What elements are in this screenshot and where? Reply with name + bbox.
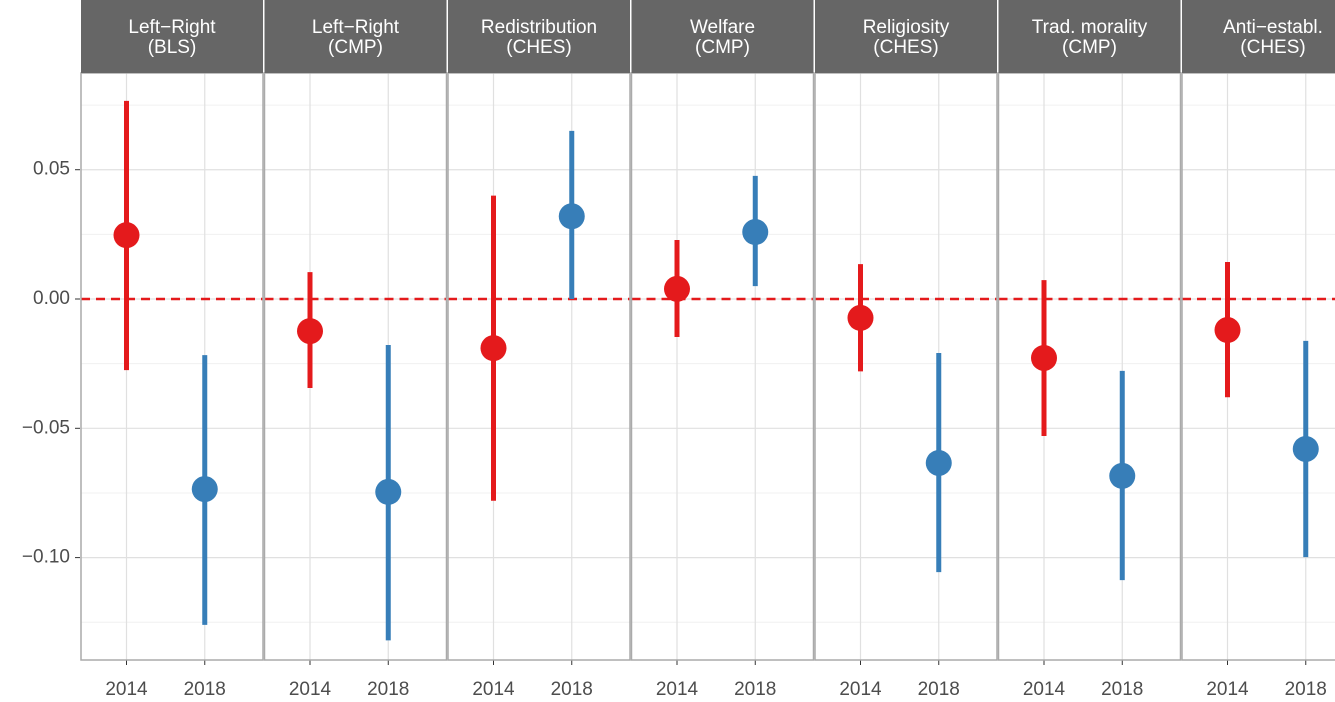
point (1214, 317, 1241, 344)
point (742, 219, 769, 246)
x-tick-label: 2018 (1285, 679, 1327, 700)
panel-background (264, 73, 447, 660)
point (375, 478, 402, 505)
strip-title: (CHES) (873, 37, 938, 58)
point (925, 449, 952, 476)
strip-title: (CMP) (328, 37, 383, 58)
x-tick-label: 2014 (1206, 679, 1249, 700)
x-tick-label: 2014 (289, 679, 332, 700)
panel-background (815, 73, 997, 660)
y-tick-label: 0.00 (33, 288, 70, 309)
x-tick-label: 2014 (472, 679, 515, 700)
strip (1182, 0, 1335, 73)
x-tick-label: 2014 (1023, 679, 1066, 700)
panel-background (1182, 73, 1335, 660)
strip-title: (BLS) (148, 37, 197, 58)
strip (264, 0, 447, 73)
panel-background (998, 73, 1181, 660)
strip-title: Anti−establ. (1223, 17, 1323, 38)
strip-title: Redistribution (481, 17, 597, 38)
strip (998, 0, 1181, 73)
strip-title: (CHES) (506, 37, 571, 58)
x-tick-label: 2018 (367, 679, 409, 700)
x-tick-label: 2018 (918, 679, 960, 700)
strip-title: (CMP) (1062, 37, 1117, 58)
point (1109, 462, 1136, 489)
panel-background (448, 73, 630, 660)
x-tick-label: 2014 (105, 679, 148, 700)
strip-title: Left−Right (128, 17, 216, 38)
point (558, 203, 585, 230)
point (664, 275, 690, 302)
x-tick-label: 2014 (656, 679, 699, 700)
strip (448, 0, 630, 73)
point (1292, 435, 1319, 462)
strip-title: (CHES) (1240, 37, 1305, 58)
x-tick-label: 2018 (551, 679, 593, 700)
panel-background (631, 73, 814, 660)
strip-title: Trad. morality (1032, 17, 1148, 38)
strip-title: (CMP) (695, 37, 750, 58)
point (847, 304, 874, 331)
y-tick-label: −0.05 (22, 417, 70, 438)
strip-title: Left−Right (312, 17, 400, 38)
point (480, 335, 507, 362)
point (113, 222, 140, 249)
point (191, 476, 218, 503)
strip (631, 0, 814, 73)
strip (81, 0, 263, 73)
x-tick-label: 2018 (734, 679, 776, 700)
strip-title: Welfare (690, 17, 755, 38)
point (1031, 344, 1057, 371)
strip (815, 0, 997, 73)
panel-background (81, 73, 263, 660)
x-tick-label: 2018 (1101, 679, 1143, 700)
x-tick-label: 2014 (839, 679, 882, 700)
point (297, 318, 323, 345)
strip-title: Religiosity (863, 17, 950, 38)
y-tick-label: −0.10 (22, 547, 70, 568)
y-tick-label: 0.05 (33, 159, 70, 180)
x-tick-label: 2018 (184, 679, 226, 700)
